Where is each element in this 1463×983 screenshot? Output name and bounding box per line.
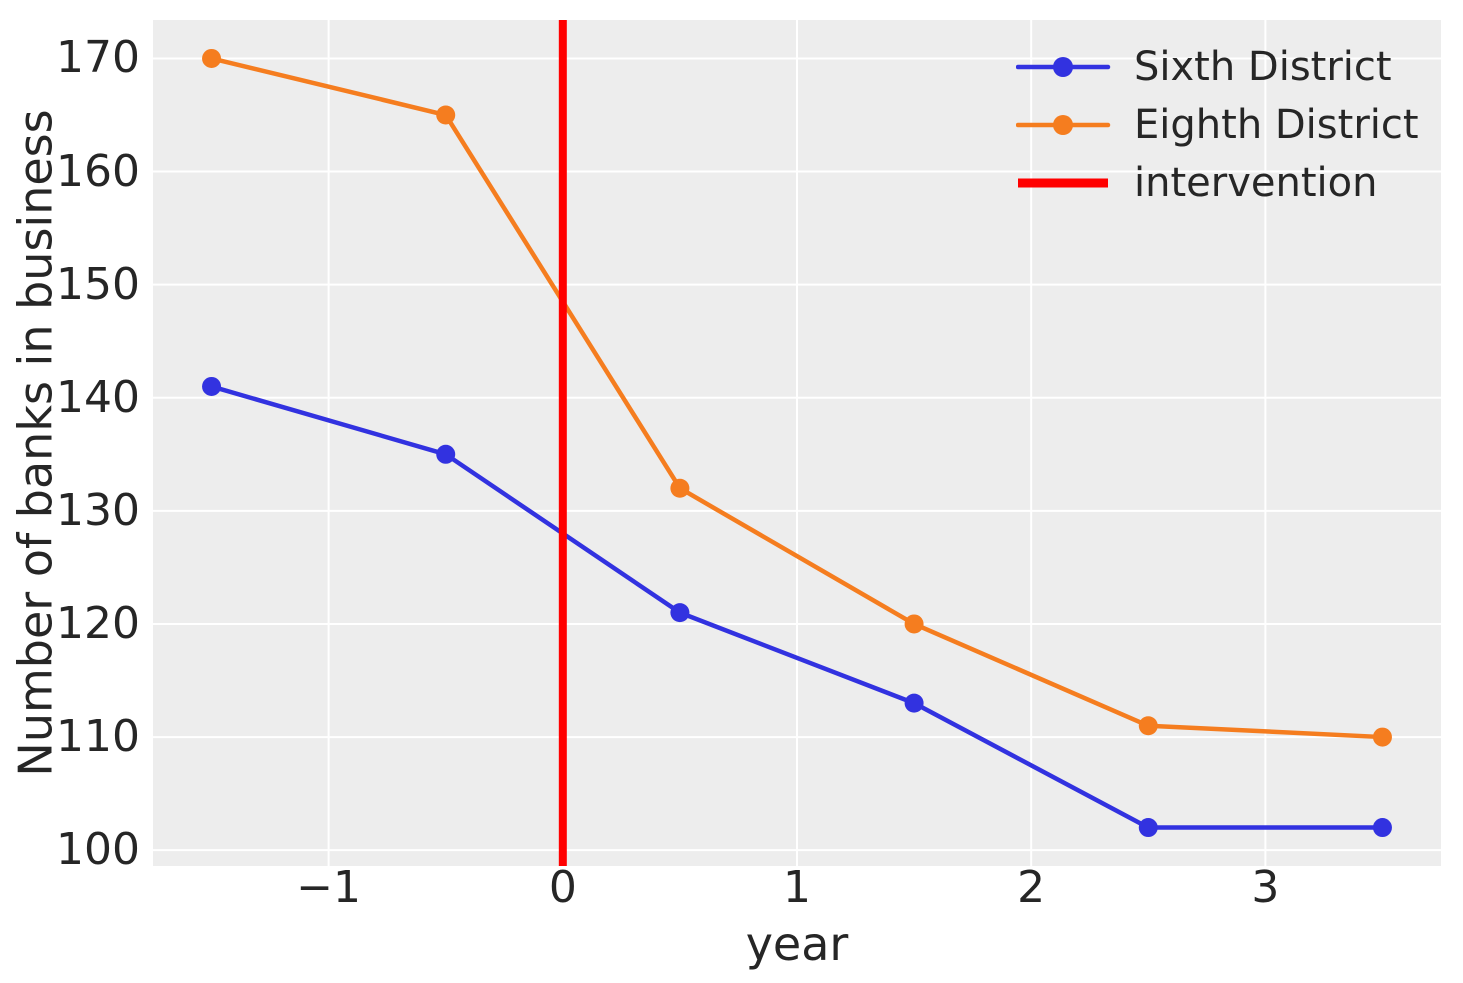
data-point-marker xyxy=(202,376,222,396)
legend-label: Sixth District xyxy=(1134,44,1392,90)
legend-item-intervention: intervention xyxy=(1016,160,1419,206)
x-tick-label: −1 xyxy=(296,862,362,913)
y-tick-label: 130 xyxy=(56,484,140,536)
data-point-marker xyxy=(436,444,456,464)
data-point-marker xyxy=(202,48,222,68)
legend-marker-thick-line-icon xyxy=(1018,178,1108,188)
legend-item-sixth-district: Sixth District xyxy=(1016,44,1419,90)
y-tick-label: 140 xyxy=(56,371,140,423)
x-tick-label: 1 xyxy=(783,862,811,913)
data-point-marker xyxy=(904,614,924,634)
legend-marker-line-dot-icon xyxy=(1016,115,1111,135)
data-point-marker xyxy=(1372,727,1392,747)
y-axis-label: Number of banks in business xyxy=(8,109,63,777)
y-tick-label: 170 xyxy=(56,32,140,84)
x-axis-label: year xyxy=(745,917,849,971)
data-point-marker xyxy=(670,603,690,623)
plot-area xyxy=(153,20,1441,866)
data-point-marker xyxy=(904,693,924,713)
y-tick-label: 100 xyxy=(56,824,140,876)
y-tick-label: 160 xyxy=(56,145,140,197)
legend: Sixth District Eighth District intervent… xyxy=(1016,44,1419,206)
data-point-marker xyxy=(1138,716,1158,736)
series-line xyxy=(209,384,1385,830)
data-point-marker xyxy=(1372,818,1392,838)
data-point-marker xyxy=(670,478,690,498)
legend-item-eighth-district: Eighth District xyxy=(1016,102,1419,148)
y-tick-label: 110 xyxy=(56,711,140,763)
y-tick-label: 120 xyxy=(56,597,140,649)
legend-marker-line-dot-icon xyxy=(1016,57,1111,77)
plot-canvas xyxy=(153,20,1441,866)
series-line xyxy=(209,56,1385,740)
data-point-marker xyxy=(1138,818,1158,838)
x-tick-label: 3 xyxy=(1251,862,1280,913)
x-tick-label: 0 xyxy=(548,862,577,913)
data-point-marker xyxy=(436,105,456,125)
legend-label: intervention xyxy=(1134,160,1378,206)
y-tick-label: 150 xyxy=(56,258,140,310)
x-tick-label: 2 xyxy=(1017,862,1046,913)
legend-label: Eighth District xyxy=(1134,102,1419,148)
